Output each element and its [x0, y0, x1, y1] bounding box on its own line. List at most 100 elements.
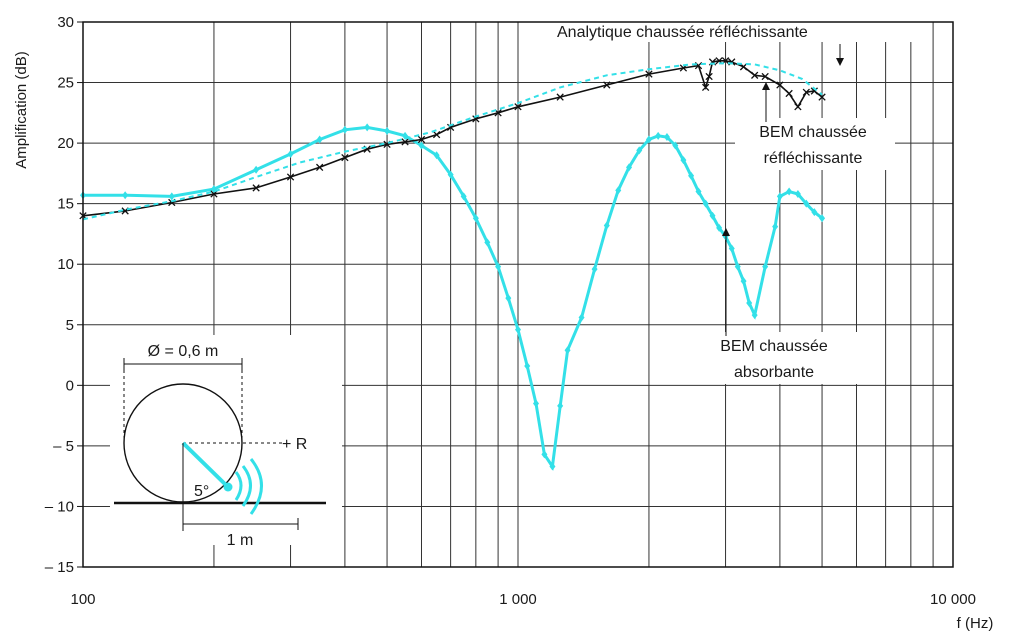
series-reflecting: [79, 57, 826, 220]
data-point-absorbing: [776, 192, 783, 201]
data-point-absorbing: [819, 214, 826, 223]
data-point-reflecting: [603, 81, 611, 89]
data-point-reflecting: [316, 163, 324, 171]
y-tick-label: 10: [57, 256, 74, 273]
data-point-absorbing: [786, 187, 793, 196]
data-point-absorbing: [541, 450, 548, 459]
data-point-reflecting: [810, 87, 818, 95]
data-point-absorbing: [364, 123, 371, 132]
bem-absorbing-label-bg: [692, 332, 860, 384]
analytic-label-bg: [555, 20, 927, 42]
data-point-absorbing: [515, 325, 521, 334]
data-point-reflecting: [401, 138, 409, 146]
data-point-absorbing: [716, 223, 723, 232]
data-point-absorbing: [316, 135, 323, 144]
data-point-absorbing: [702, 199, 709, 208]
data-point-absorbing: [495, 262, 502, 271]
wave-arc-2: [241, 465, 252, 507]
data-point-absorbing: [762, 262, 769, 271]
data-point-absorbing: [734, 262, 741, 271]
series-line-analytic: [82, 62, 823, 221]
data-point-absorbing: [524, 361, 531, 370]
x-axis-label-text: f (Hz): [957, 615, 994, 632]
data-point-reflecting: [286, 173, 295, 181]
angle-label: 5°: [194, 483, 209, 500]
data-point-reflecting: [514, 103, 522, 111]
bem-reflecting-label-1: BEM chaussée: [759, 124, 867, 141]
data-point-absorbing: [433, 151, 440, 160]
analytic-arrow-head: [836, 58, 844, 66]
inset-background: [110, 335, 342, 545]
data-point-absorbing: [728, 244, 735, 253]
data-point-absorbing: [564, 346, 571, 355]
series-line-absorbing: [83, 125, 824, 471]
y-tick-label: 20: [57, 135, 74, 152]
data-point-reflecting: [776, 81, 784, 89]
diameter-label: Ø = 0,6 m: [148, 343, 219, 360]
bem-absorbing-arrow-head: [722, 228, 730, 236]
data-point-reflecting: [761, 72, 769, 81]
data-point-absorbing: [384, 127, 391, 135]
bem-reflecting-label-bg: [735, 118, 895, 170]
data-point-absorbing: [636, 146, 643, 155]
data-point-reflecting: [556, 93, 564, 101]
data-point-reflecting: [701, 83, 710, 92]
series-analytic: [82, 62, 823, 221]
data-point-absorbing: [549, 462, 556, 471]
y-tick-label: 15: [57, 196, 74, 213]
data-point-absorbing: [740, 277, 747, 286]
data-point-reflecting: [645, 70, 653, 78]
y-tick-label: 0: [66, 377, 74, 394]
bem-absorbing-label-2: absorbante: [734, 364, 814, 381]
data-point-absorbing: [533, 399, 540, 408]
y-axis-label: Amplification (dB): [13, 51, 30, 169]
data-point-absorbing: [803, 199, 810, 208]
data-point-absorbing: [460, 192, 467, 201]
plot-frame: [82, 21, 954, 568]
source-geometry-inset: Ø = 0,6 m + R 5° 1 m: [110, 335, 342, 549]
data-point-reflecting: [751, 71, 759, 79]
y-tick-label: – 15: [45, 559, 74, 576]
data-point-reflecting: [252, 184, 260, 192]
source-point: [223, 482, 233, 492]
y-tick-label: 5: [66, 317, 74, 334]
distance-label: 1 m: [227, 532, 254, 549]
data-point-absorbing: [680, 156, 687, 165]
data-point-absorbing: [772, 222, 779, 231]
data-point-reflecting: [432, 130, 441, 139]
data-point-absorbing: [811, 208, 818, 217]
data-point-reflecting: [794, 103, 802, 111]
wave-arc-3: [249, 458, 263, 515]
x-tick-label: 10 000: [930, 591, 976, 608]
data-point-absorbing: [578, 313, 585, 322]
data-point-absorbing: [663, 133, 670, 142]
series-absorbing: [80, 123, 826, 471]
x-tick-labels: 100 1 000 10 000: [70, 591, 975, 608]
data-point-reflecting: [417, 135, 426, 144]
data-point-reflecting: [705, 72, 713, 81]
data-point-absorbing: [709, 211, 716, 220]
x-axis-label: f (Hz): [957, 615, 994, 632]
bem-absorbing-label-1: BEM chaussée: [720, 338, 828, 355]
data-point-absorbing: [655, 131, 662, 140]
data-point-absorbing: [645, 135, 652, 144]
data-point-absorbing: [287, 150, 294, 159]
data-point-reflecting: [818, 93, 826, 101]
data-point-absorbing: [751, 311, 758, 320]
bem-reflecting-arrow-head: [762, 82, 770, 90]
y-tick-label: 30: [57, 14, 74, 31]
data-point-absorbing: [341, 125, 348, 134]
data-point-reflecting: [785, 89, 793, 98]
y-tick-label: – 10: [45, 498, 74, 515]
data-point-absorbing: [794, 189, 801, 198]
data-point-absorbing: [447, 170, 454, 179]
y-tick-labels: 30 25 20 15 10 5 0 – 5 – 10 – 15: [45, 14, 74, 576]
data-point-absorbing: [557, 401, 564, 410]
y-tick-label: 25: [57, 75, 74, 92]
data-point-reflecting: [341, 153, 349, 162]
series: [79, 57, 826, 471]
analytic-label: Analytique chaussée réfléchissante: [557, 24, 808, 41]
data-point-absorbing: [484, 238, 491, 247]
data-point-absorbing: [122, 191, 129, 200]
